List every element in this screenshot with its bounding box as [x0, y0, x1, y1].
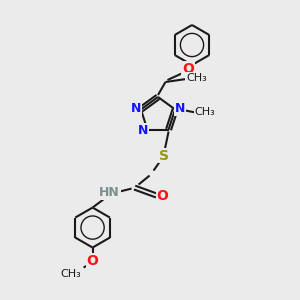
Text: S: S	[159, 148, 169, 163]
Text: N: N	[175, 102, 185, 115]
Text: HN: HN	[99, 186, 120, 199]
Text: O: O	[182, 62, 194, 76]
Text: O: O	[87, 254, 98, 268]
Text: O: O	[157, 189, 169, 202]
Text: CH₃: CH₃	[60, 268, 81, 279]
Text: CH₃: CH₃	[186, 73, 207, 83]
Text: N: N	[138, 124, 148, 137]
Text: CH₃: CH₃	[195, 107, 215, 117]
Text: N: N	[131, 102, 141, 115]
